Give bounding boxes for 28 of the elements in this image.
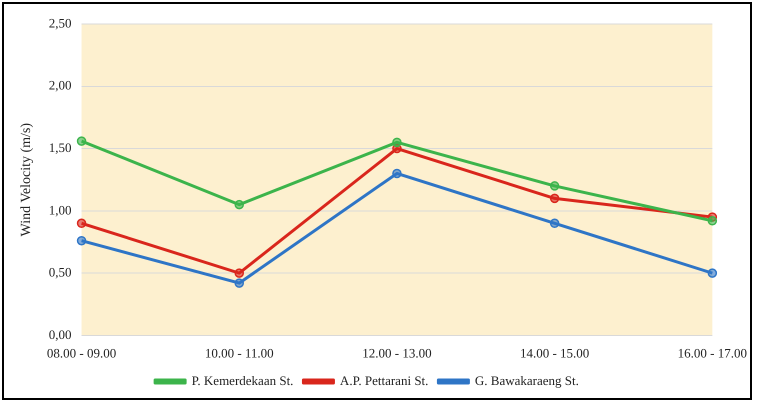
y-tick-label: 2,00 (48, 78, 72, 93)
point (76, 218, 86, 228)
y-tick-label: 1,00 (48, 202, 72, 218)
point (234, 268, 244, 278)
x-tick-label: 10.00 - 11.00 (204, 346, 274, 361)
point (392, 138, 402, 148)
point (76, 136, 86, 146)
y-axis-title: Wind Velocity (m/s) (19, 122, 34, 236)
legend-label: A.P. Pettarani St. (340, 372, 428, 388)
x-tick-label: 12.00 - 13.00 (362, 346, 432, 361)
point (392, 168, 402, 178)
point (708, 216, 718, 226)
x-tick-label: 14.00 - 15.00 (520, 346, 590, 361)
y-tick-label: 1,50 (48, 140, 72, 155)
point (234, 200, 244, 210)
legend-label: P. Kemerdekaan St. (192, 372, 294, 388)
y-tick-label: 0,00 (48, 326, 72, 342)
point (76, 236, 86, 246)
y-tick-label: 0,50 (48, 264, 72, 280)
point (550, 218, 560, 228)
point (708, 268, 718, 278)
y-tick-label: 2,50 (48, 15, 72, 30)
x-tick-label: 16.00 - 17.00 (678, 346, 748, 361)
point (550, 194, 560, 204)
legend-label: G. Bawakaraeng St. (474, 372, 579, 388)
x-tick-label: 08.00 - 09.00 (46, 346, 116, 361)
point (234, 278, 244, 288)
point (550, 181, 560, 191)
